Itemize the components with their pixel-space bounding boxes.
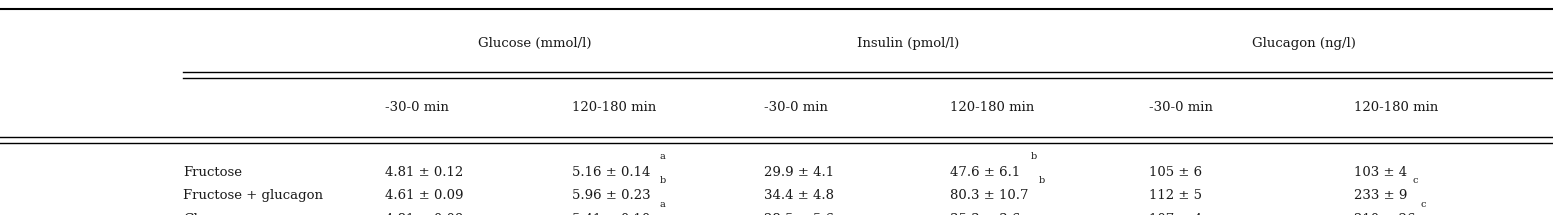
- Text: b: b: [660, 176, 666, 185]
- Text: 28.5 ± 5.6: 28.5 ± 5.6: [764, 213, 834, 215]
- Text: 120-180 min: 120-180 min: [572, 101, 655, 114]
- Text: 47.6 ± 6.1: 47.6 ± 6.1: [950, 166, 1020, 178]
- Text: b: b: [1039, 176, 1045, 185]
- Text: 5.96 ± 0.23: 5.96 ± 0.23: [572, 189, 651, 202]
- Text: 107 ± 4: 107 ± 4: [1149, 213, 1202, 215]
- Text: 233 ± 9: 233 ± 9: [1354, 189, 1407, 202]
- Text: 80.3 ± 10.7: 80.3 ± 10.7: [950, 189, 1030, 202]
- Text: Fructose: Fructose: [183, 166, 242, 178]
- Text: 5.16 ± 0.14: 5.16 ± 0.14: [572, 166, 649, 178]
- Text: a: a: [660, 200, 666, 209]
- Text: b: b: [1031, 152, 1037, 161]
- Text: 4.61 ± 0.09: 4.61 ± 0.09: [385, 189, 464, 202]
- Text: 120-180 min: 120-180 min: [1354, 101, 1438, 114]
- Text: 35.3 ± 3.6: 35.3 ± 3.6: [950, 213, 1020, 215]
- Text: Glucagon: Glucagon: [183, 213, 247, 215]
- Text: Fructose + glucagon: Fructose + glucagon: [183, 189, 323, 202]
- Text: -30-0 min: -30-0 min: [385, 101, 449, 114]
- Text: -30-0 min: -30-0 min: [764, 101, 828, 114]
- Text: Glucagon (ng/l): Glucagon (ng/l): [1252, 37, 1356, 49]
- Text: 4.81 ± 0.12: 4.81 ± 0.12: [385, 166, 463, 178]
- Text: c: c: [1419, 200, 1426, 209]
- Text: 112 ± 5: 112 ± 5: [1149, 189, 1202, 202]
- Text: 4.81 ± 0.09: 4.81 ± 0.09: [385, 213, 463, 215]
- Text: 210 ± 26: 210 ± 26: [1354, 213, 1416, 215]
- Text: Glucose (mmol/l): Glucose (mmol/l): [478, 37, 592, 49]
- Text: -30-0 min: -30-0 min: [1149, 101, 1213, 114]
- Text: c: c: [1413, 176, 1418, 185]
- Text: 105 ± 6: 105 ± 6: [1149, 166, 1202, 178]
- Text: a: a: [660, 152, 666, 161]
- Text: 34.4 ± 4.8: 34.4 ± 4.8: [764, 189, 834, 202]
- Text: Insulin (pmol/l): Insulin (pmol/l): [857, 37, 960, 49]
- Text: 5.41 ± 0.10: 5.41 ± 0.10: [572, 213, 649, 215]
- Text: 120-180 min: 120-180 min: [950, 101, 1034, 114]
- Text: 103 ± 4: 103 ± 4: [1354, 166, 1407, 178]
- Text: 29.9 ± 4.1: 29.9 ± 4.1: [764, 166, 834, 178]
